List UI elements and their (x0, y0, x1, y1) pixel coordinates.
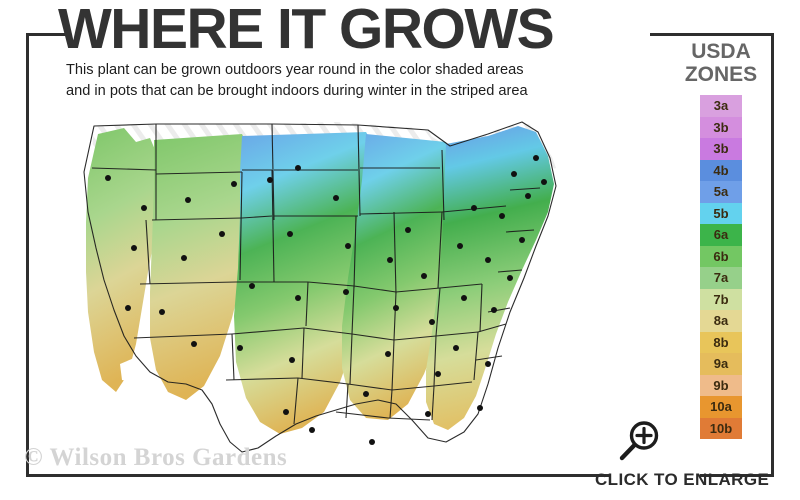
frame-border-left (26, 33, 29, 477)
map-svg[interactable] (36, 112, 656, 462)
usda-hardiness-zone-map[interactable] (36, 112, 656, 462)
legend-swatch-8a-10: 8a (700, 310, 742, 332)
legend-swatch-9a-12: 9a (700, 353, 742, 375)
map-unshaded-region (120, 358, 498, 456)
legend-swatch-8b-11: 8b (700, 331, 742, 353)
frame-border-right (771, 33, 774, 477)
page-subtitle: This plant can be grown outdoors year ro… (66, 60, 636, 102)
frame-border-top-left (26, 33, 68, 36)
usda-zones-legend: USDA ZONES 3a 3b 3b 4b 5a 5b 6a 6b 7a 7b 8a 8b 9a 9b 1… (672, 40, 770, 439)
subtitle-line-1: This plant can be grown outdoors year ro… (66, 62, 524, 78)
legend-swatch-10b-15: 10b (700, 417, 742, 439)
legend-title-line-1: USDA (691, 40, 751, 63)
legend-swatch-3b-1: 3b (700, 116, 742, 138)
page-title: WHERE IT GROWS (58, 0, 555, 61)
subtitle-line-2: and in pots that can be brought indoors … (66, 83, 528, 99)
frame-border-bottom (26, 474, 609, 477)
frame-border-top-right (650, 33, 774, 36)
legend-swatch-7b-9: 7b (700, 288, 742, 310)
legend-swatch-3b-2: 3b (700, 138, 742, 160)
legend-swatch-list: 3a 3b 3b 4b 5a 5b 6a 6b 7a 7b 8a 8b 9a 9b 10a 10b (700, 95, 742, 439)
legend-swatch-3a-0: 3a (700, 95, 742, 117)
map-state-borders (83, 121, 557, 453)
legend-swatch-6b-7: 6b (700, 245, 742, 267)
legend-swatch-5a-4: 5a (700, 181, 742, 203)
magnifier-plus-icon[interactable] (617, 418, 663, 464)
legend-swatch-5b-5: 5b (700, 202, 742, 224)
legend-swatch-7a-8: 7a (700, 267, 742, 289)
legend-title-line-2: ZONES (684, 63, 758, 86)
click-to-enlarge-label[interactable]: CLICK TO ENLARGE (595, 470, 770, 489)
legend-swatch-6a-6: 6a (700, 224, 742, 246)
watermark: © Wilson Bros Gardens (24, 444, 288, 471)
legend-swatch-10a-14: 10a (700, 396, 742, 418)
legend-title: USDA ZONES (672, 40, 770, 86)
map-zone-fill (86, 126, 554, 434)
map-city-dots (105, 155, 547, 445)
legend-swatch-9b-13: 9b (700, 374, 742, 396)
frame-border-bottom-right (700, 474, 774, 477)
legend-swatch-4b-3: 4b (700, 159, 742, 181)
